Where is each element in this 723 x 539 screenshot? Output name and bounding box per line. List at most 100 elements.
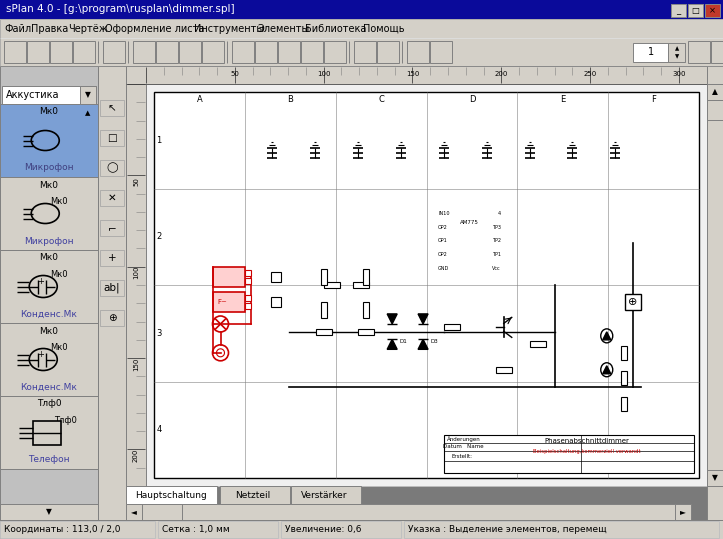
Bar <box>621 346 627 360</box>
Bar <box>0 19 723 38</box>
Text: ab|: ab| <box>103 283 120 293</box>
Bar <box>73 41 95 63</box>
Bar <box>625 294 641 310</box>
Text: 50: 50 <box>231 71 239 77</box>
Bar <box>281 521 401 538</box>
Text: 150: 150 <box>133 357 139 371</box>
Text: ▲: ▲ <box>712 87 718 96</box>
Text: +: + <box>37 350 43 359</box>
Text: OP2: OP2 <box>438 252 448 257</box>
Bar <box>407 41 429 63</box>
Text: D3: D3 <box>430 339 438 344</box>
Text: 200: 200 <box>133 449 139 462</box>
Bar <box>126 504 691 520</box>
Bar <box>291 486 361 504</box>
Text: Мк0: Мк0 <box>40 253 59 262</box>
Bar <box>621 371 627 385</box>
Text: ▲: ▲ <box>675 46 679 52</box>
Text: Конденс.Мк: Конденс.Мк <box>20 383 77 391</box>
Text: TP3: TP3 <box>492 225 501 230</box>
Text: Datum   Name: Datum Name <box>443 445 484 450</box>
Bar <box>142 504 182 520</box>
Bar <box>320 268 327 285</box>
Bar <box>675 504 691 520</box>
Text: A: A <box>197 94 202 103</box>
Text: Указка : Выделение элементов, перемещ: Указка : Выделение элементов, перемещ <box>408 525 607 534</box>
Text: Конденс.Мк: Конденс.Мк <box>20 309 77 319</box>
Text: ◄: ◄ <box>131 508 137 516</box>
Bar <box>100 160 124 176</box>
Text: Правка: Правка <box>31 24 68 33</box>
Text: ×: × <box>709 6 716 15</box>
Text: ▲: ▲ <box>85 110 90 116</box>
Text: Тлф0: Тлф0 <box>54 416 77 425</box>
Bar <box>126 84 146 486</box>
Text: Vcc: Vcc <box>492 266 501 271</box>
Text: Элементы: Элементы <box>257 24 310 33</box>
Text: Мк0: Мк0 <box>51 197 68 206</box>
Bar <box>133 41 155 63</box>
Text: ◯: ◯ <box>106 163 118 173</box>
Bar <box>126 66 707 84</box>
Bar <box>220 486 290 504</box>
Text: 1: 1 <box>648 47 654 57</box>
Bar <box>688 4 703 17</box>
Text: Файл: Файл <box>4 24 31 33</box>
Text: sPlan 4.0 - [g:\program\rusplan\dimmer.spl]: sPlan 4.0 - [g:\program\rusplan\dimmer.s… <box>6 4 235 15</box>
Text: Микрофон: Микрофон <box>24 163 74 172</box>
Text: D1: D1 <box>399 339 407 344</box>
Text: 4: 4 <box>156 425 162 434</box>
Bar <box>364 302 369 319</box>
Text: Инструменты: Инструменты <box>194 24 265 33</box>
Bar <box>126 504 142 520</box>
Bar <box>707 470 723 486</box>
Text: Мк0: Мк0 <box>51 270 68 279</box>
Polygon shape <box>388 340 397 349</box>
Bar <box>245 295 251 301</box>
Text: ⊕: ⊕ <box>108 313 116 323</box>
Bar <box>100 220 124 236</box>
Text: F~: F~ <box>217 299 227 305</box>
Bar <box>100 100 124 116</box>
Bar <box>0 521 155 538</box>
Text: C: C <box>378 94 384 103</box>
Text: 200: 200 <box>495 71 508 77</box>
Bar <box>707 84 723 100</box>
Text: _: _ <box>677 6 680 15</box>
Text: 100: 100 <box>317 71 330 77</box>
Polygon shape <box>603 332 611 340</box>
Text: Änderungen: Änderungen <box>447 436 481 442</box>
Bar <box>146 84 707 486</box>
Text: ►: ► <box>680 508 686 516</box>
Text: 150: 150 <box>406 71 419 77</box>
Text: Сетка : 1,0 мм: Сетка : 1,0 мм <box>162 525 230 534</box>
Bar <box>0 66 98 520</box>
Text: Hauptschaltung: Hauptschaltung <box>136 490 208 500</box>
Bar <box>278 41 300 63</box>
Bar <box>27 41 49 63</box>
Bar <box>156 41 178 63</box>
Text: 2: 2 <box>156 232 162 241</box>
Bar <box>705 4 720 17</box>
Bar <box>50 41 72 63</box>
Text: AM775: AM775 <box>460 220 479 225</box>
Bar <box>668 43 685 62</box>
Text: 50: 50 <box>133 177 139 186</box>
Text: Аккустика: Аккустика <box>6 90 59 100</box>
Text: Библиотека: Библиотека <box>305 24 367 33</box>
Bar <box>324 41 346 63</box>
Text: TP1: TP1 <box>492 252 501 257</box>
Bar <box>213 266 245 287</box>
Bar <box>202 41 224 63</box>
Text: Координаты : 113,0 / 2,0: Координаты : 113,0 / 2,0 <box>4 525 121 534</box>
Bar <box>245 303 251 309</box>
Text: Мк0: Мк0 <box>51 343 68 352</box>
Text: □: □ <box>692 6 699 15</box>
Bar <box>179 41 201 63</box>
Bar <box>404 521 719 538</box>
Text: Мк0: Мк0 <box>40 107 59 116</box>
Text: Оформление листа: Оформление листа <box>106 24 205 33</box>
Bar <box>245 270 251 275</box>
Text: ⊕: ⊕ <box>628 297 637 307</box>
Bar <box>4 41 26 63</box>
